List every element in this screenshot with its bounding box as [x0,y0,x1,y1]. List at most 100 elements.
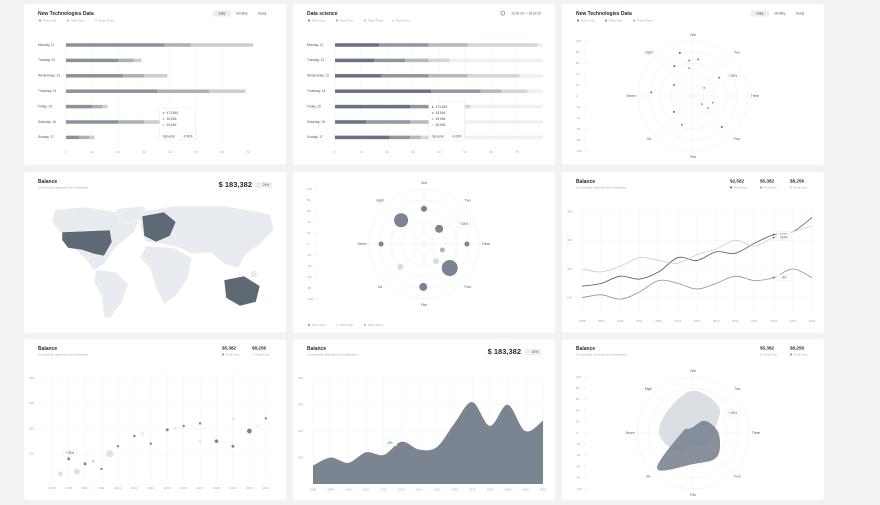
y-tick-label: 80 [576,50,580,54]
bar-segment [410,120,442,124]
panel-subtitle: Commercial networks and enterprises [38,185,89,189]
tab[interactable]: Yearly [796,12,805,16]
legend-dot [760,186,762,189]
category-label: Saturday, 16 [38,120,56,124]
point [673,110,676,113]
bar-segment [123,74,144,78]
x-tick-label: 2015 [713,319,720,323]
panel-subtitle: Commercial networks and enterprises [38,352,89,356]
x-tick-label: 2013 [398,487,405,491]
x-tick-label: 2016 [451,487,458,491]
y-tick-label: 80 [307,198,311,202]
bar-segment [118,58,134,63]
axis-label: Seven [626,94,635,98]
tab[interactable]: Monthly [774,12,786,16]
tab[interactable]: Yearly [258,12,267,16]
legend-label: Point Three [99,18,115,22]
axis-label: Eight [645,387,652,391]
x-tick-label: 2011 [98,486,105,490]
category-label: Thursday, 14 [307,89,326,93]
bubble [441,260,458,277]
x-tick-label: 2015 [434,487,441,491]
bar-segment [335,43,380,47]
tooltip-change: 4.06% [184,134,193,138]
y-tick-label: 40 [576,408,580,412]
axis-label: Seven [357,242,366,246]
y-tick-label: 100 [298,455,303,459]
x-tick-label: 2013 [674,319,681,323]
point [718,76,721,79]
x-tick-label: 2008 [49,486,56,490]
y-tick-label: -100 [307,297,313,301]
point [680,123,683,126]
bar-segment [118,120,144,124]
x-tick-label: 2010 [617,319,624,323]
x-tick-label: 70 [515,150,519,154]
bar-segment [462,104,471,109]
radar-spoke [653,56,694,97]
point [711,101,714,104]
bar-segment [209,89,246,93]
y-tick-label: 100 [576,375,581,379]
y-tick-label: 300 [298,403,303,407]
y-tick-label: 400 [567,210,572,214]
x-tick-label: 2012 [380,487,387,491]
bubble [214,439,219,443]
bubble [432,258,439,265]
x-tick-label: 2020 [246,486,253,490]
bar-segment [428,43,468,47]
bar-segment [79,135,90,140]
tooltip-line: 63,666 [436,117,446,121]
x-tick-label: 10 [359,150,363,154]
axis-label: One [690,369,696,373]
legend-dot [308,324,310,326]
x-tick-label: 2010 [82,486,89,490]
y-tick-label: 80 [576,386,580,390]
bar-segment [66,89,157,93]
series-total: $2,582 [730,179,744,184]
tab[interactable]: Monthly [236,12,248,16]
tooltip-dot [431,124,434,126]
tooltip-line: 63,666 [436,123,446,127]
x-tick-label: 2018 [770,319,777,323]
x-tick-label: 50 [194,150,198,154]
tab[interactable]: Daily [218,12,225,16]
x-tick-label: 2020 [522,487,529,491]
legend-dot [760,353,762,356]
bubble [419,282,428,291]
axis-label: Seven [625,431,634,435]
x-tick-label: 2018 [487,487,494,491]
category-label: Sunday, 17 [38,135,54,139]
legend-label: Point Four [794,352,808,356]
tooltip-badge [776,234,791,241]
x-tick-label: 20 [116,150,120,154]
radar-spoke [692,56,733,97]
x-tick-label: 2008 [579,319,586,323]
legend-dot [67,19,69,22]
y-tick-label: -80 [576,476,581,480]
x-tick-label: 2009 [327,487,334,491]
x-tick-label: 2019 [230,486,237,490]
x-tick-label: 2021 [262,486,269,490]
bubble [106,450,114,458]
series-total: $8,256 [252,346,266,351]
x-tick-label: 2009 [598,319,605,323]
x-tick-label: 2009 [65,486,72,490]
y-tick-label: -60 [576,127,581,131]
x-tick-label: 60 [220,150,224,154]
axis-label: Two [735,387,741,391]
category-label: Thursday, 14 [38,89,57,93]
bubble [83,462,87,466]
axis-label: Eight [377,199,384,203]
tooltip-dot [162,118,165,120]
bar-segment [92,104,103,109]
legend-dot [308,19,310,22]
x-tick-label: 30 [411,150,415,154]
tab[interactable]: Daily [756,12,763,16]
y-tick-label: 0 [307,242,309,246]
legend-label: Point One [43,18,57,22]
bar-segment [66,104,92,109]
